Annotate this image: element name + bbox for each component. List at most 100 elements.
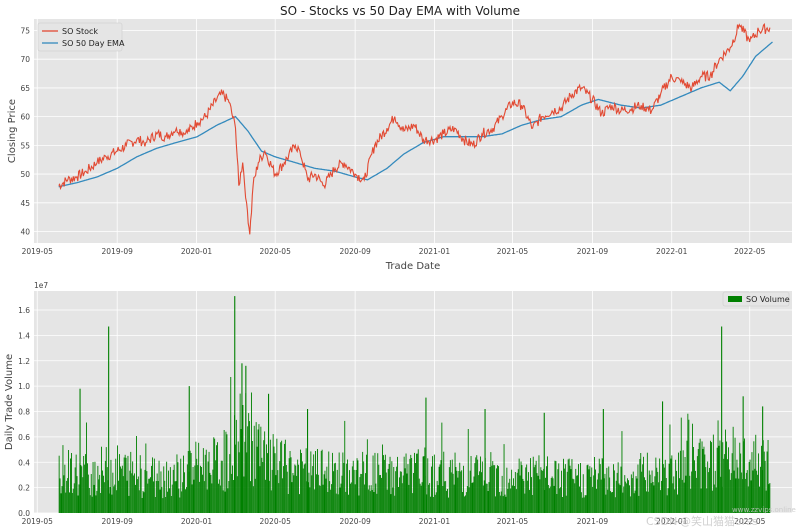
volume-bar	[435, 492, 437, 513]
volume-bar	[163, 466, 165, 513]
volume-bar	[59, 478, 61, 513]
price-legend-box	[37, 22, 123, 52]
volume-bar	[693, 447, 694, 513]
volume-bar	[585, 495, 587, 513]
volume-bar	[397, 456, 398, 513]
volume-bar	[169, 467, 171, 513]
volume-bar	[702, 449, 704, 513]
volume-bar	[405, 453, 407, 513]
volume-bar	[653, 485, 655, 513]
price-y-tick-label: 60	[20, 113, 30, 122]
volume-bar	[474, 463, 476, 513]
volume-bar	[611, 492, 612, 513]
volume-bar	[423, 456, 425, 513]
volume-bar	[383, 459, 385, 513]
volume-bar	[529, 489, 530, 513]
volume-bar	[325, 478, 327, 513]
volume-bar	[315, 451, 316, 513]
volume-bar	[466, 486, 468, 513]
volume-bar	[579, 486, 580, 513]
volume-bar	[747, 486, 749, 513]
volume-bar	[102, 470, 103, 513]
volume-bar	[490, 452, 492, 513]
watermark: CSDN @笑山猫猫orss www.zzvips.online	[646, 506, 796, 528]
volume-bar	[288, 458, 290, 513]
volume-bar	[757, 474, 759, 513]
volume-bar	[300, 449, 301, 513]
volume-bar	[433, 454, 435, 513]
volume-bar	[355, 470, 357, 513]
chart-title: SO - Stocks vs 50 Day EMA with Volume	[280, 4, 520, 18]
volume-bar	[83, 456, 85, 513]
volume-bar	[74, 467, 76, 513]
volume-bar	[187, 451, 189, 513]
volume-bar	[729, 479, 731, 513]
volume-bar-spike	[307, 409, 309, 513]
volume-bar	[246, 452, 248, 513]
volume-bar	[437, 485, 439, 513]
volume-bar	[410, 454, 412, 513]
volume-bar	[181, 491, 183, 513]
volume-bar	[443, 451, 445, 513]
volume-bar	[470, 456, 472, 513]
volume-bar	[621, 431, 623, 513]
volume-bar	[454, 452, 456, 513]
volume-bar	[589, 466, 591, 513]
volume-bar	[465, 492, 467, 513]
volume-bar	[171, 484, 173, 513]
volume-bar	[256, 446, 258, 513]
price-y-tick-label: 55	[20, 141, 30, 150]
volume-bar	[434, 494, 436, 513]
volume-bar	[728, 447, 729, 513]
volume-bar	[520, 461, 522, 513]
volume-bar	[689, 475, 691, 513]
volume-bar	[599, 464, 601, 513]
volume-x-tick-label: 2022-01	[656, 517, 688, 526]
volume-bar	[642, 464, 644, 513]
watermark-site: www.zzvips.online	[732, 506, 796, 514]
volume-bar	[432, 497, 434, 513]
volume-y-ticks: 0.0 0.2 0.4 0.6 0.8 1.0 1.2 1.4 1.6	[18, 306, 30, 518]
volume-bar	[476, 455, 478, 513]
volume-bar	[350, 482, 352, 513]
volume-bar	[598, 458, 600, 513]
volume-bar	[462, 492, 463, 513]
volume-bar	[695, 470, 696, 513]
volume-bar	[207, 461, 209, 513]
volume-bar	[295, 465, 297, 513]
volume-bar	[255, 422, 257, 513]
volume-bar	[166, 461, 168, 513]
volume-bar	[249, 421, 250, 513]
volume-bar	[415, 463, 416, 513]
volume-bar	[384, 454, 386, 513]
volume-bar	[222, 490, 224, 513]
volume-x-tick-label: 2020-05	[260, 517, 292, 526]
volume-bar	[296, 475, 298, 513]
volume-x-tick-label: 2019-05	[22, 517, 54, 526]
volume-bar	[290, 457, 292, 513]
volume-bar	[412, 493, 414, 513]
volume-bar	[73, 483, 75, 513]
volume-bar	[695, 477, 697, 513]
volume-bar	[536, 473, 538, 513]
price-x-ticks: 2019-05 2019-09 2020-01 2020-05 2020-09 2021-…	[22, 247, 766, 256]
volume-bar	[360, 473, 362, 513]
volume-bar	[97, 465, 99, 513]
volume-bar	[498, 492, 500, 513]
volume-bar	[596, 479, 598, 513]
volume-bar	[184, 472, 185, 513]
volume-bar	[86, 422, 87, 513]
volume-bar	[258, 424, 260, 513]
price-plot-area	[34, 19, 792, 243]
volume-bar	[305, 448, 307, 513]
volume-bar-spike	[245, 365, 247, 513]
series-line-stock	[58, 22, 771, 235]
volume-bar	[468, 487, 470, 513]
volume-bar	[348, 494, 349, 513]
volume-bar	[301, 461, 303, 513]
volume-bar	[737, 467, 739, 513]
volume-bar	[769, 483, 771, 513]
volume-bar	[89, 495, 91, 513]
volume-bar	[538, 455, 540, 513]
